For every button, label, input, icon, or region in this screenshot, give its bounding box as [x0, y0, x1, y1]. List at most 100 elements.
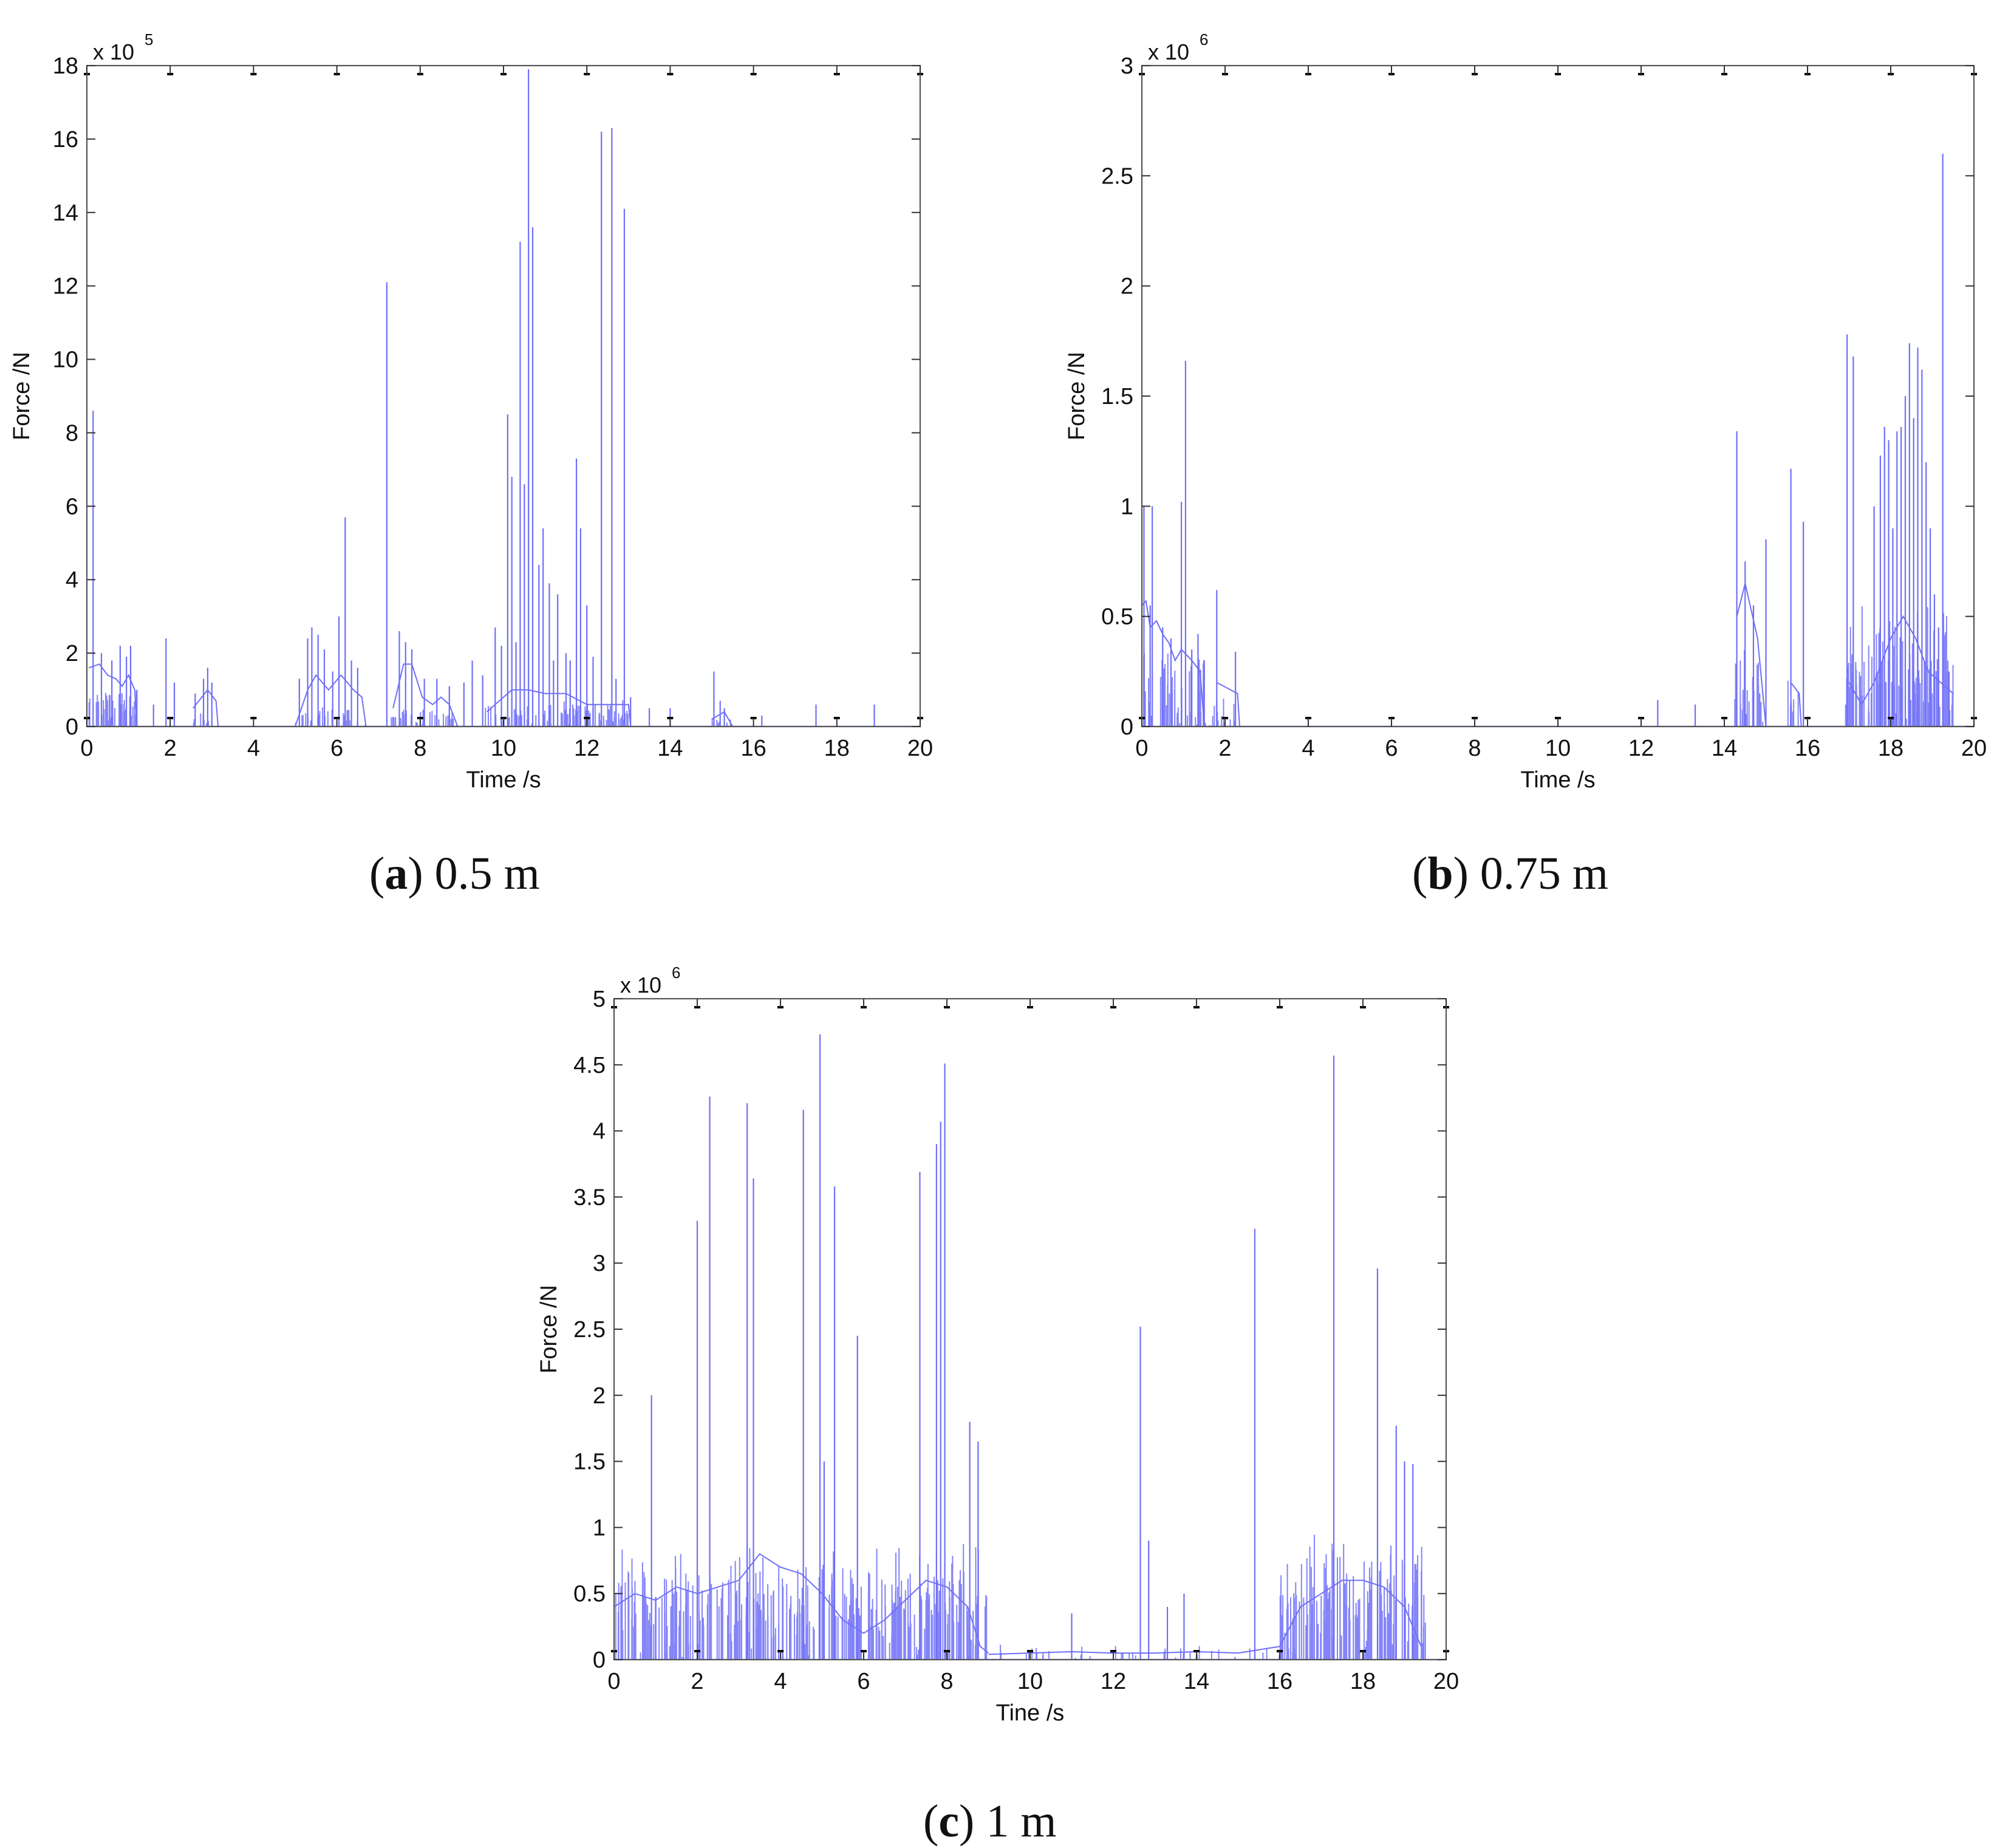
- y-tick-label: 0: [1121, 714, 1133, 740]
- x-tick-label: 12: [1101, 1669, 1126, 1694]
- x-tick-label: 14: [1184, 1669, 1209, 1694]
- exponent-label: x 10: [1148, 39, 1189, 64]
- caption-c-tag: c: [938, 1796, 960, 1847]
- x-axis-label: Time /s: [466, 767, 541, 793]
- y-tick-label: 2: [1121, 274, 1133, 299]
- y-tick-label: 4.5: [573, 1053, 606, 1078]
- series-segment: [392, 663, 459, 727]
- x-tick-label: 18: [1350, 1669, 1376, 1694]
- x-tick-label: 0: [80, 736, 93, 761]
- plot-area: [1142, 66, 1974, 727]
- x-tick-label: 18: [824, 736, 850, 761]
- x-tick-label: 16: [1795, 736, 1820, 761]
- y-tick-label: 0: [593, 1648, 606, 1673]
- caption-b: (b) 0.75 m: [1412, 848, 1609, 899]
- y-axis-label: Force /N: [536, 1285, 562, 1374]
- series-segment: [1790, 682, 1802, 727]
- caption-b-tag: b: [1427, 848, 1453, 899]
- x-tick-label: 10: [491, 736, 516, 761]
- y-axis-label: Force /N: [1064, 352, 1090, 440]
- y-tick-label: 2: [66, 641, 78, 666]
- x-tick-label: 0: [1135, 736, 1148, 761]
- x-tick-label: 12: [1628, 736, 1654, 761]
- y-tick-label: 5: [593, 987, 606, 1012]
- x-tick-label: 10: [1545, 736, 1571, 761]
- force-time-chart-b: 0 2 4 6 8 10 12 14 16 18 20 0 0.5 1 1.5 2 2.5 3 x 10 6 Time …: [1064, 30, 1987, 793]
- x-tick-label: 8: [1468, 736, 1481, 761]
- y-tick-label: 2.5: [1101, 163, 1133, 189]
- x-tick-label: 2: [1218, 736, 1231, 761]
- x-tick-label: 20: [1433, 1669, 1459, 1694]
- x-tick-label: 4: [774, 1669, 787, 1694]
- oscillation-cluster: [615, 1544, 988, 1660]
- y-tick-label: 0.5: [573, 1581, 606, 1607]
- y-tick-label: 3: [593, 1251, 606, 1276]
- x-tick-label: 10: [1017, 1669, 1043, 1694]
- caption-b-text: 0.75 m: [1480, 848, 1609, 899]
- y-tick-label: 14: [53, 200, 78, 226]
- chart-panel-b: 0 2 4 6 8 10 12 14 16 18 20 0 0.5 1 1.5 2 2.5 3 x 10 6 Time …: [1051, 0, 2010, 923]
- exponent-power: 6: [672, 963, 680, 982]
- y-tick-label: 3: [1121, 53, 1133, 79]
- x-tick-label: 0: [607, 1669, 620, 1694]
- x-tick-label: 2: [164, 736, 177, 761]
- series-segment: [89, 663, 138, 727]
- caption-c-text: 1 m: [986, 1796, 1057, 1847]
- x-tick-label: 14: [657, 736, 683, 761]
- plot-area: [614, 999, 1446, 1660]
- caption-a: (a) 0.5 m: [369, 848, 540, 899]
- series-segment: [1279, 1579, 1422, 1647]
- exponent-power: 5: [145, 30, 153, 49]
- exponent-label: x 10: [620, 973, 661, 998]
- series-force: [1142, 154, 1974, 727]
- y-tick-label: 16: [53, 127, 78, 152]
- x-tick-label: 20: [1961, 736, 1987, 761]
- x-tick-label: 4: [1302, 736, 1314, 761]
- caption-a-text: 0.5 m: [434, 848, 540, 899]
- series-segment: [1848, 615, 1954, 706]
- y-tick-label: 1.5: [1101, 384, 1133, 409]
- chart-panel-c: 0 2 4 6 8 10 12 14 16 18 20 0 0.5 1 1.5 2 2.5 3 3.5 4 4.5 5 x …: [519, 939, 1479, 1847]
- series-segment: [614, 1553, 989, 1654]
- y-tick-label: 2.5: [573, 1317, 606, 1343]
- y-tick-label: 0: [66, 714, 78, 740]
- series-segment: [1142, 600, 1205, 727]
- series-segment: [1736, 583, 1767, 727]
- y-tick-label: 6: [66, 494, 78, 519]
- series-force: [87, 69, 920, 727]
- x-tick-label: 14: [1712, 736, 1737, 761]
- y-tick-label: 1.5: [573, 1449, 606, 1475]
- chart-panel-a: 0 2 4 6 8 10 12 14 16 18 20 0 2 4 6 8 10 12 14 16 18 x 10 5 Tim…: [0, 0, 960, 923]
- series-segment: [1216, 682, 1240, 727]
- y-tick-label: 0.5: [1101, 604, 1133, 630]
- exponent-label: x 10: [93, 39, 134, 64]
- x-axis-label: Tine /s: [996, 1700, 1065, 1726]
- x-tick-label: 6: [1385, 736, 1398, 761]
- oscillation-cluster: [1279, 1535, 1426, 1660]
- series-segment: [295, 674, 367, 727]
- y-tick-label: 1: [593, 1515, 606, 1541]
- caption-a-tag: a: [384, 848, 408, 899]
- x-tick-label: 4: [247, 736, 260, 761]
- plot-area: [87, 66, 920, 727]
- y-tick-label: 10: [53, 347, 78, 373]
- exponent-power: 6: [1200, 30, 1208, 49]
- y-axis-label: Force /N: [9, 352, 35, 440]
- y-tick-label: 2: [593, 1383, 606, 1409]
- x-tick-label: 8: [414, 736, 426, 761]
- x-tick-label: 16: [740, 736, 766, 761]
- x-tick-label: 12: [574, 736, 599, 761]
- y-tick-label: 4: [593, 1119, 606, 1145]
- caption-c: (c) 1 m: [923, 1796, 1057, 1847]
- x-tick-label: 18: [1878, 736, 1903, 761]
- force-time-chart-a: 0 2 4 6 8 10 12 14 16 18 20 0 2 4 6 8 10 12 14 16 18 x 10 5 Tim…: [9, 30, 933, 793]
- y-tick-label: 12: [53, 274, 78, 299]
- x-tick-label: 16: [1267, 1669, 1292, 1694]
- x-tick-label: 6: [330, 736, 343, 761]
- y-tick-label: 4: [66, 567, 78, 593]
- force-time-chart-c: 0 2 4 6 8 10 12 14 16 18 20 0 0.5 1 1.5 2 2.5 3 3.5 4 4.5 5 x …: [536, 963, 1459, 1726]
- x-tick-label: 2: [691, 1669, 703, 1694]
- y-tick-label: 8: [66, 420, 78, 446]
- series-segment: [988, 1646, 1280, 1655]
- x-axis-label: Time /s: [1520, 767, 1595, 793]
